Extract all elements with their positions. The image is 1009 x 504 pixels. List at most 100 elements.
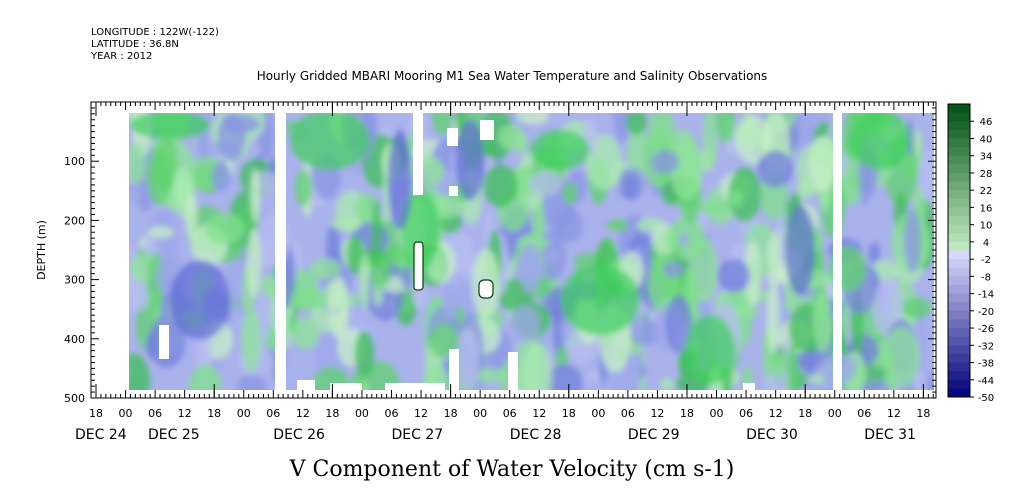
x-hour-label: 12 xyxy=(650,407,664,420)
field-blob xyxy=(639,363,648,378)
field-blob xyxy=(546,363,583,390)
y-axis-label: DEPTH (m) xyxy=(35,220,48,280)
colorbar-bin xyxy=(948,336,970,346)
colorbar-label: -26 xyxy=(978,324,994,335)
x-hour-label: 12 xyxy=(532,407,546,420)
missing-data-island xyxy=(413,241,424,291)
missing-data-gap xyxy=(413,113,423,195)
field-blob xyxy=(728,166,762,223)
colorbar-bin xyxy=(948,267,970,277)
colorbar-bin xyxy=(948,310,970,320)
field-blob xyxy=(129,353,151,390)
field-blob xyxy=(868,241,881,267)
field-blob-blue xyxy=(455,120,485,200)
field-blob xyxy=(541,249,559,264)
x-hour-label: 06 xyxy=(148,407,162,420)
x-hour-label: 12 xyxy=(296,407,310,420)
x-hour-label: 00 xyxy=(119,407,133,420)
field-blob-strong xyxy=(130,113,210,139)
colorbar-bin xyxy=(948,216,970,226)
field-blob xyxy=(766,281,780,352)
colorbar-label: 28 xyxy=(980,169,993,180)
colorbar-label: -20 xyxy=(978,307,994,318)
year-label: YEAR : 2012 xyxy=(90,51,152,62)
field-blob-strong xyxy=(290,113,370,170)
field-blob-blue xyxy=(170,260,230,340)
colorbar-bin xyxy=(948,353,970,364)
colorbar: 46 40 34 28 22 16 10 4 -2 -8 -14 -20 -26 -32 -38 -44 -50 xyxy=(947,103,994,404)
field-blob xyxy=(454,328,479,390)
field-blob xyxy=(884,348,894,390)
x-date-label: DEC 30 xyxy=(746,427,798,443)
field-blob xyxy=(370,255,391,289)
colorbar-label: 16 xyxy=(980,203,993,214)
field-blob xyxy=(310,258,341,279)
field-blob xyxy=(902,296,932,319)
field-blob xyxy=(483,164,518,208)
field-blob-strong xyxy=(530,130,590,170)
colorbar-bin xyxy=(948,172,970,183)
x-date-label: DEC 26 xyxy=(273,427,325,443)
x-hour-label: 06 xyxy=(503,407,517,420)
colorbar-bin xyxy=(948,319,970,329)
colorbar-bin xyxy=(948,190,970,200)
colorbar-bin xyxy=(948,129,970,139)
missing-data-gap xyxy=(833,113,842,390)
field-blob xyxy=(625,113,647,136)
colorbar-label: -14 xyxy=(978,290,994,301)
field-blob xyxy=(717,258,750,293)
missing-data-gap xyxy=(297,380,315,390)
field-blob xyxy=(291,316,320,350)
field-blob xyxy=(290,288,328,311)
field-blob xyxy=(147,148,172,206)
field-blob xyxy=(401,266,413,289)
colorbar-bin xyxy=(948,241,970,251)
colorbar-bin xyxy=(948,362,970,372)
field-blob xyxy=(651,149,680,174)
field-blob xyxy=(498,123,525,151)
colorbar-bin xyxy=(948,121,970,131)
field-blob xyxy=(606,219,630,232)
field-blob xyxy=(474,367,509,383)
field-blob xyxy=(702,113,718,167)
y-tick-label: 300 xyxy=(64,274,85,287)
field-blob xyxy=(294,169,312,207)
colorbar-label: -44 xyxy=(978,376,994,387)
field-blob xyxy=(529,170,563,197)
x-hour-label: 00 xyxy=(237,407,251,420)
x-hour-label: 18 xyxy=(444,407,458,420)
field-blob xyxy=(730,189,743,208)
x-hour-label: 06 xyxy=(739,407,753,420)
x-hour-label: 00 xyxy=(355,407,369,420)
field-blob xyxy=(769,352,787,377)
x-hour-label: 00 xyxy=(710,407,724,420)
field-blob xyxy=(662,260,684,278)
field-blob xyxy=(442,283,458,320)
x-hour-label: 06 xyxy=(857,407,871,420)
field-blob xyxy=(612,113,631,144)
field-blob xyxy=(917,149,934,200)
field-blob xyxy=(757,150,794,188)
colorbar-label: -32 xyxy=(978,341,994,352)
missing-data-gap xyxy=(159,325,169,359)
colorbar-bin xyxy=(948,388,970,398)
heatmap-field xyxy=(129,113,934,390)
colorbar-bin xyxy=(948,147,970,157)
x-hour-label: 12 xyxy=(178,407,192,420)
colorbar-bin xyxy=(948,112,970,122)
missing-data-gap xyxy=(91,390,936,398)
colorbar-bin xyxy=(948,250,970,260)
colorbar-bin xyxy=(948,328,970,338)
colorbar-bin xyxy=(948,207,970,217)
x-hour-label: 18 xyxy=(916,407,930,420)
field-blob xyxy=(812,292,832,354)
x-date-label: DEC 29 xyxy=(628,427,680,443)
x-date-label: DEC 24 xyxy=(75,427,127,443)
field-blob xyxy=(188,364,222,390)
y-tick-label: 400 xyxy=(64,333,85,346)
field-blob xyxy=(734,303,759,319)
field-blob-strong xyxy=(560,265,640,335)
colorbar-bin xyxy=(948,164,970,174)
missing-data-gap xyxy=(91,102,936,113)
